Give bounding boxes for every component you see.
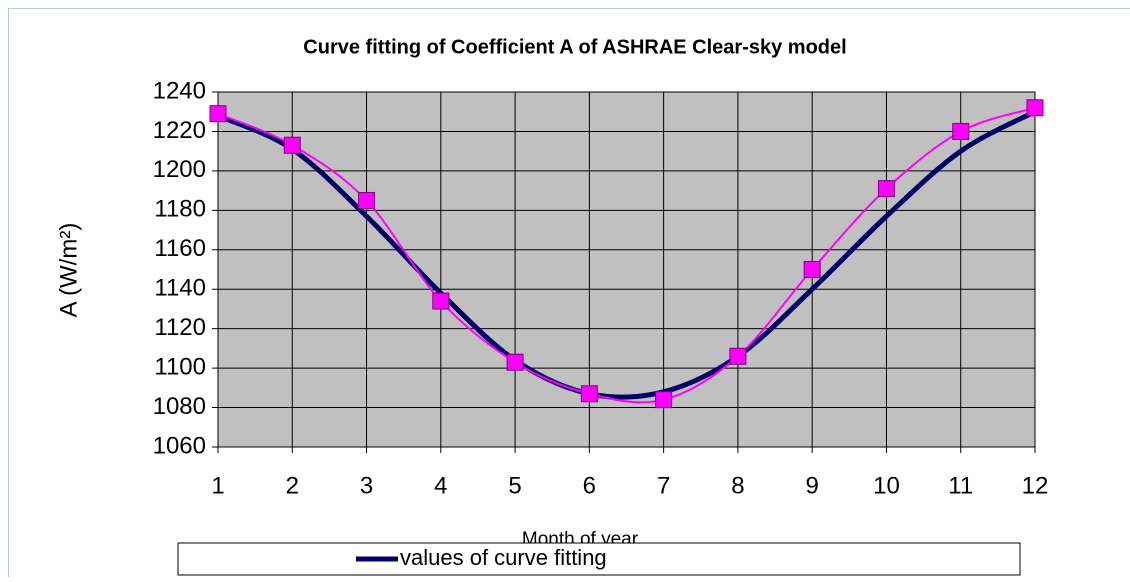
data-marker	[210, 106, 226, 122]
data-marker	[1027, 100, 1043, 116]
x-tick-label: 9	[806, 472, 819, 499]
data-marker	[878, 181, 894, 197]
y-tick-label: 1100	[154, 353, 206, 380]
x-tick-label: 5	[508, 472, 521, 499]
data-marker	[730, 348, 746, 364]
data-marker	[359, 192, 375, 208]
y-axis-label: A (W/m²)	[55, 223, 82, 318]
x-tick-label: 11	[948, 472, 973, 499]
y-tick-label: 1240	[153, 77, 206, 104]
x-tick-label: 4	[434, 472, 447, 499]
data-marker	[581, 386, 597, 402]
y-tick-label: 1220	[153, 117, 206, 144]
data-marker	[433, 293, 449, 309]
x-tick-label: 1	[211, 472, 224, 499]
chart-title: Curve fitting of Coefficient A of ASHRAE…	[303, 36, 846, 58]
y-tick-label: 1120	[154, 314, 206, 341]
x-tick-label: 12	[1022, 472, 1049, 499]
data-marker	[804, 262, 820, 278]
x-tick-label: 2	[286, 472, 299, 499]
data-marker	[284, 137, 300, 153]
y-tick-label: 1180	[154, 196, 206, 223]
data-marker	[507, 354, 523, 370]
plot-area	[218, 92, 1035, 447]
data-marker	[953, 123, 969, 139]
y-tick-label: 1140	[154, 275, 206, 302]
data-marker	[656, 392, 672, 408]
legend-label: values of curve fitting	[400, 545, 607, 570]
y-tick-label: 1200	[153, 156, 206, 183]
x-tick-label: 6	[583, 472, 596, 499]
y-tick-label: 1060	[153, 432, 206, 459]
x-tick-label: 7	[657, 472, 670, 499]
y-tick-label: 1160	[154, 235, 206, 262]
x-tick-label: 3	[360, 472, 373, 499]
x-tick-label: 10	[873, 472, 900, 499]
y-tick-label: 1080	[153, 393, 206, 420]
x-tick-label: 8	[731, 472, 744, 499]
